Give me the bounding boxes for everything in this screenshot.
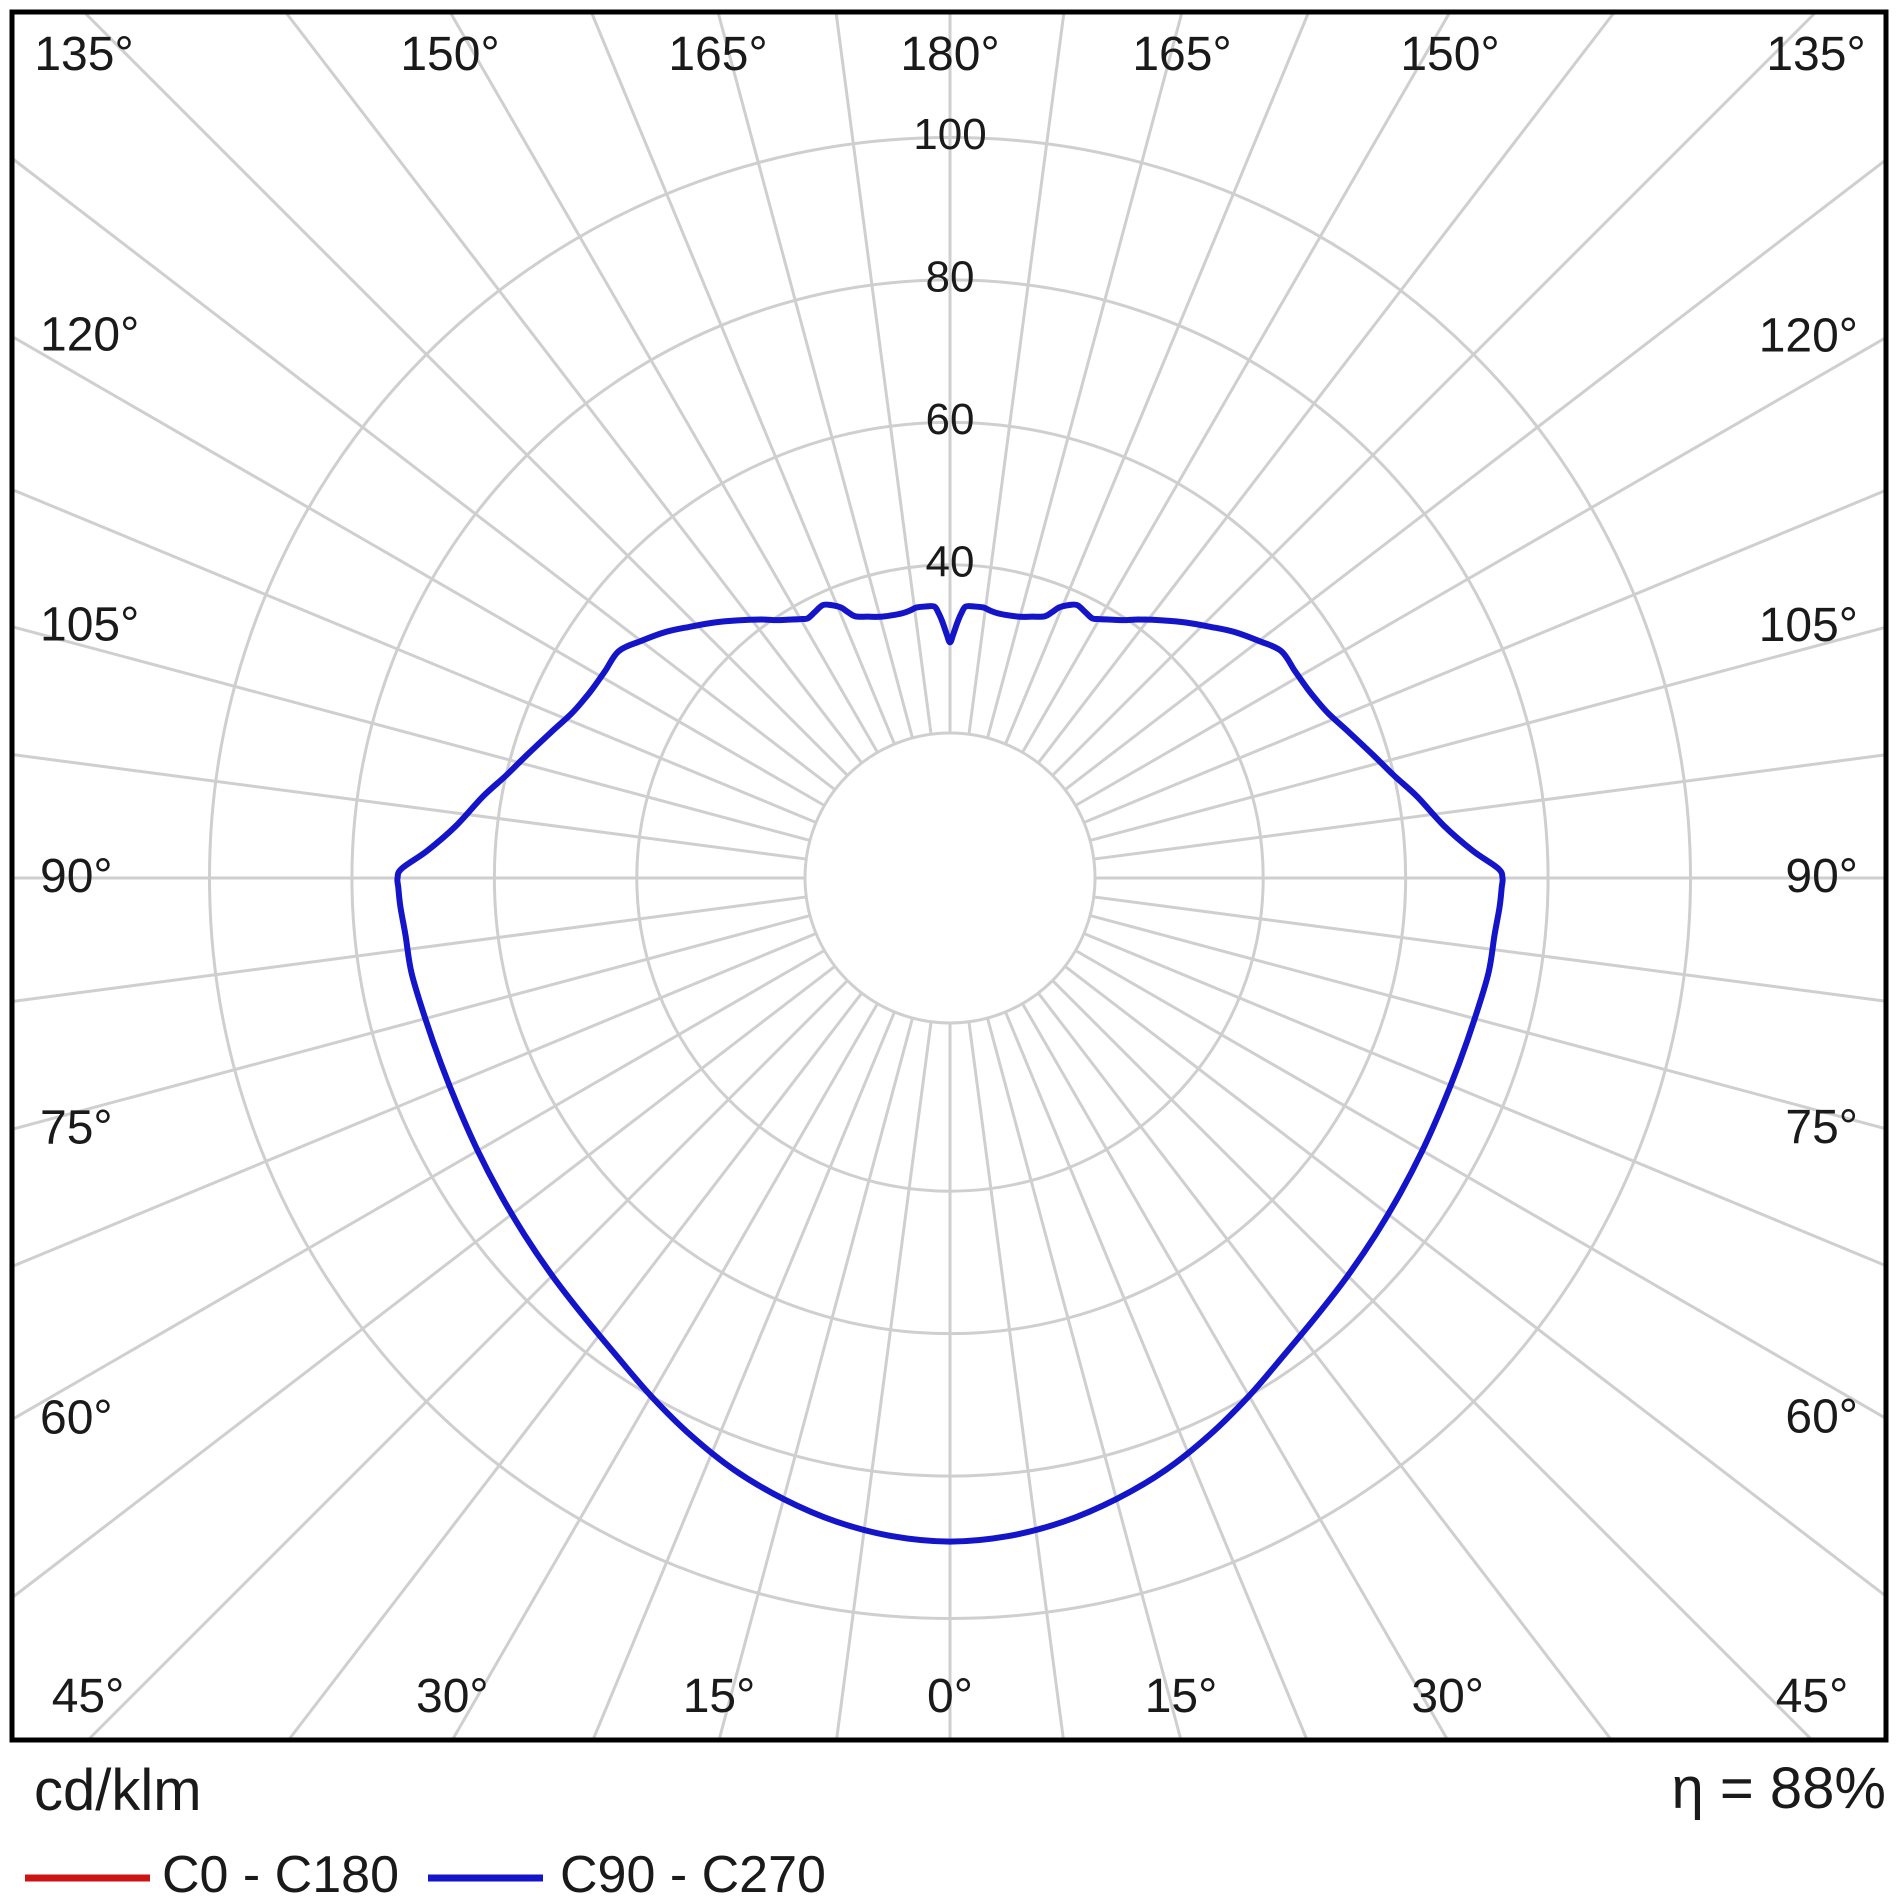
svg-text:C90 - C270: C90 - C270 xyxy=(560,1846,826,1900)
svg-text:75°: 75° xyxy=(40,1101,113,1154)
svg-text:30°: 30° xyxy=(416,1670,489,1723)
svg-text:40: 40 xyxy=(926,537,975,586)
svg-text:150°: 150° xyxy=(1400,28,1499,81)
svg-text:80: 80 xyxy=(926,253,975,302)
svg-text:135°: 135° xyxy=(1766,28,1865,81)
svg-text:0°: 0° xyxy=(927,1670,973,1723)
svg-text:45°: 45° xyxy=(1776,1670,1849,1723)
svg-text:15°: 15° xyxy=(1145,1670,1218,1723)
svg-text:165°: 165° xyxy=(668,28,767,81)
svg-text:30°: 30° xyxy=(1411,1670,1484,1723)
svg-text:90°: 90° xyxy=(40,850,113,903)
svg-text:105°: 105° xyxy=(1759,599,1858,652)
svg-text:135°: 135° xyxy=(34,28,133,81)
svg-text:60°: 60° xyxy=(1785,1390,1858,1443)
svg-text:cd/klm: cd/klm xyxy=(34,1758,202,1823)
svg-text:165°: 165° xyxy=(1132,28,1231,81)
svg-text:100: 100 xyxy=(913,110,986,159)
svg-text:60°: 60° xyxy=(40,1392,113,1445)
svg-text:45°: 45° xyxy=(52,1670,125,1723)
svg-text:120°: 120° xyxy=(40,308,139,361)
svg-text:60: 60 xyxy=(926,395,975,444)
svg-text:180°: 180° xyxy=(900,28,999,81)
svg-text:105°: 105° xyxy=(40,599,139,652)
svg-text:75°: 75° xyxy=(1785,1101,1858,1154)
svg-text:η = 88%: η = 88% xyxy=(1672,1756,1886,1821)
svg-text:C0 - C180: C0 - C180 xyxy=(162,1846,399,1900)
svg-text:120°: 120° xyxy=(1759,310,1858,363)
svg-text:90°: 90° xyxy=(1785,850,1858,903)
svg-text:15°: 15° xyxy=(683,1670,756,1723)
svg-text:150°: 150° xyxy=(400,28,499,81)
